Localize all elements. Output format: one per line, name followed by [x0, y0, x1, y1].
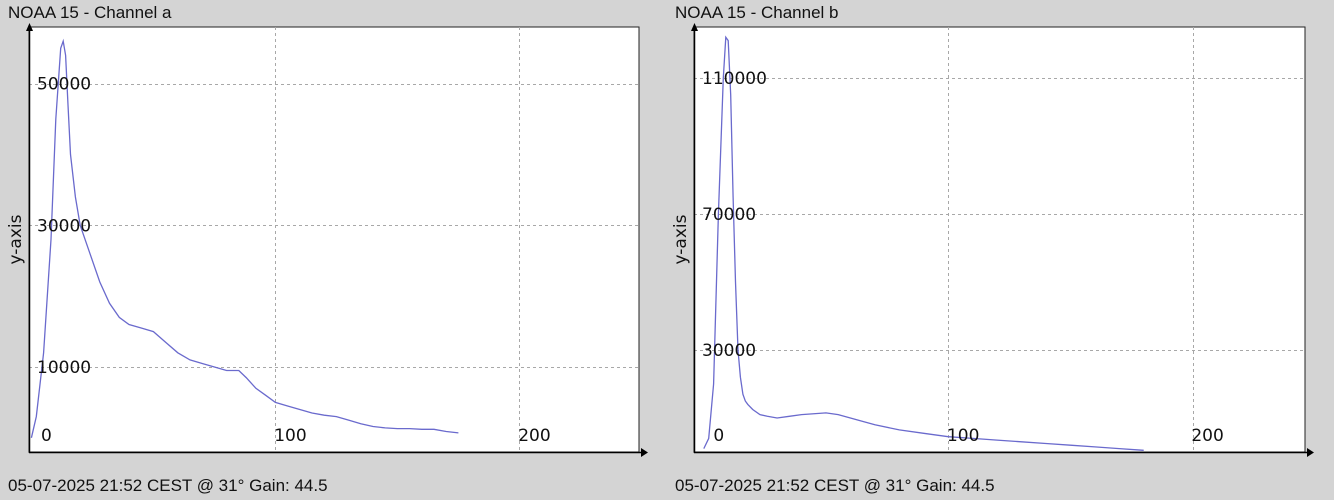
plot-area — [28, 26, 640, 453]
chart-title: NOAA 15 - Channel b — [675, 3, 839, 22]
series-line — [30, 38, 459, 438]
x-tick-label: 200 — [1191, 426, 1223, 446]
timestamp-gain-label: 05-07-2025 21:52 CEST @ 31° Gain: 44.5 — [8, 476, 328, 495]
y-tick-label: 10000 — [37, 358, 91, 378]
y-tick-label: 110000 — [702, 69, 767, 89]
y-tick-label: 30000 — [702, 341, 756, 361]
y-axis-label: y-axis — [671, 214, 691, 264]
x-tick-label: 0 — [713, 426, 724, 446]
y-axis-arrow — [691, 23, 698, 31]
chart-panel-channel-b: NOAA 15 - Channel b 30000 70000 110000 0 100… — [667, 0, 1334, 500]
y-axis-arrow — [26, 23, 33, 31]
chart-panel-channel-a: NOAA 15 - Channel a 10000 30000 50000 0 100 2… — [6, 3, 648, 495]
line-chart: 30000 70000 110000 0 100 200 y-axis — [671, 23, 1314, 457]
line-chart: 10000 30000 50000 0 100 200 y-axis — [6, 23, 648, 457]
plot-area — [693, 26, 1306, 453]
x-tick-label: 100 — [274, 426, 306, 446]
x-axis-arrow — [1307, 448, 1314, 457]
x-axis-arrow — [641, 448, 648, 457]
timestamp-gain-label: 05-07-2025 21:52 CEST @ 31° Gain: 44.5 — [675, 476, 995, 495]
y-tick-label: 50000 — [37, 75, 91, 95]
x-tick-label: 0 — [41, 426, 52, 446]
x-tick-label: 100 — [947, 426, 979, 446]
chart-title: NOAA 15 - Channel a — [8, 3, 172, 22]
y-tick-label: 30000 — [37, 216, 91, 236]
x-tick-label: 200 — [518, 426, 550, 446]
y-tick-label: 70000 — [702, 205, 756, 225]
series-line — [703, 35, 1144, 451]
y-axis-label: y-axis — [6, 214, 26, 264]
